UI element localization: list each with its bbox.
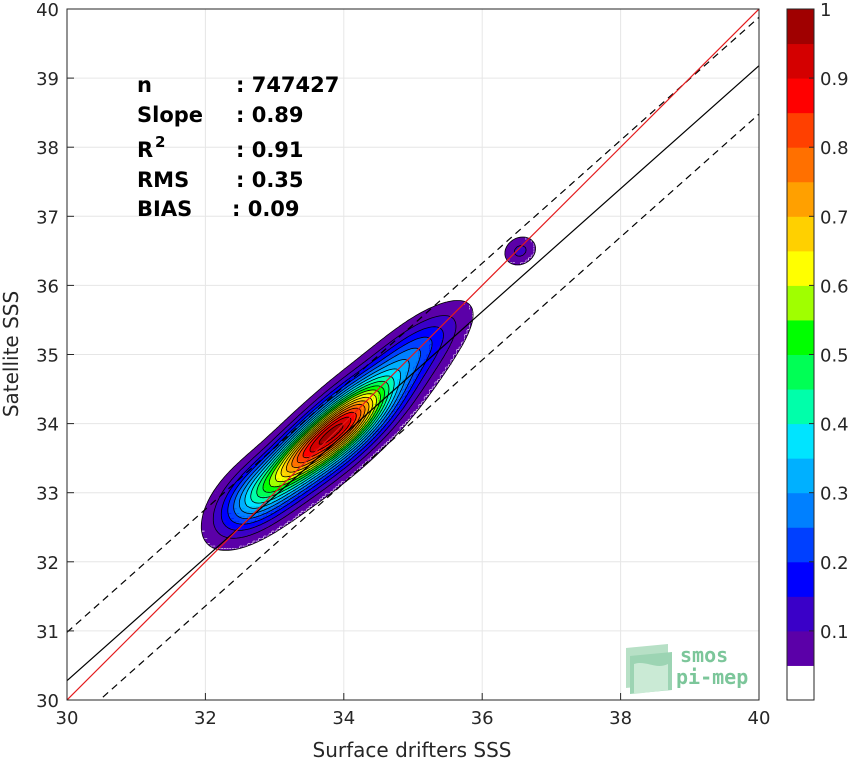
x-tick-label: 34 [332, 708, 355, 729]
colorbar-segment [787, 250, 814, 286]
colorbar-tick-label: 0.2 [820, 553, 849, 574]
colorbar-segment [787, 181, 814, 217]
stat-value: : 747427 [236, 73, 339, 97]
x-tick-label: 38 [609, 708, 632, 729]
stat-label: Slope [137, 103, 203, 127]
y-axis-ticks: 30 31 32 33 34 35 36 37 38 39 40 [36, 0, 74, 712]
contour-line-12 [275, 393, 377, 483]
contour-line-7 [244, 368, 401, 509]
colorbar [786, 8, 815, 701]
colorbar-segment [787, 423, 814, 459]
colorbar-segment [787, 389, 814, 425]
colorbar-segment [787, 147, 814, 183]
contour-line-14 [285, 400, 370, 473]
colorbar-segment [787, 630, 814, 666]
contour-line-2 [212, 245, 527, 539]
stat-value: : 0.35 [236, 168, 304, 192]
y-axis-label: Satellite SSS [0, 291, 23, 417]
stat-label: R [137, 138, 153, 162]
colorbar-tick-label: 0.1 [820, 622, 849, 643]
contour-line-6 [238, 359, 410, 514]
contour-line-8 [250, 375, 395, 504]
colorbar-segment [787, 458, 814, 494]
x-tick-label: 30 [56, 708, 79, 729]
y-tick-label: 40 [36, 0, 59, 21]
stat-label-superscript: 2 [155, 133, 165, 151]
y-tick-label: 38 [36, 138, 59, 159]
colorbar-segment [787, 285, 814, 321]
colorbar-segment [787, 527, 814, 563]
x-tick-label: 36 [471, 708, 494, 729]
colorbar-segment [787, 43, 814, 79]
colorbar-tick-label: 0.6 [820, 276, 849, 297]
x-tick-label: 32 [194, 708, 217, 729]
contour-line-18 [309, 416, 352, 453]
x-tick-label: 40 [748, 708, 771, 729]
colorbar-tick-label: 1 [820, 0, 831, 21]
fit-line [67, 65, 759, 682]
stat-label: n [137, 73, 152, 97]
colorbar-tick-label: 0.4 [820, 415, 849, 436]
y-tick-label: 35 [36, 346, 59, 367]
colorbar-tick-label: 0.5 [820, 346, 849, 367]
smos-pi-mep-logo: smos pi-mep [626, 643, 748, 694]
stat-value: : 0.09 [232, 197, 300, 221]
stat-value: : 0.89 [236, 103, 304, 127]
lower-bound-line [98, 113, 759, 700]
statistics-box: n : 747427 Slope : 0.89 R 2 : 0.91 RMS : 0.35 BIA… [137, 73, 339, 221]
colorbar-segment [787, 665, 814, 701]
colorbar-tick-label: 0.9 [820, 69, 849, 90]
logo-line-2: pi-mep [676, 665, 748, 689]
grid-lines [66, 8, 760, 701]
y-tick-label: 31 [36, 622, 59, 643]
colorbar-segment [787, 561, 814, 597]
logo-line-1: smos [680, 643, 728, 667]
y-tick-label: 32 [36, 553, 59, 574]
y-tick-label: 33 [36, 484, 59, 505]
colorbar-ticks: 0.1 0.2 0.3 0.4 0.5 0.6 0.7 0.8 0.9 1 [809, 0, 849, 643]
logo-waves-icon [626, 644, 672, 694]
upper-bound-line [67, 16, 759, 633]
colorbar-segment [787, 216, 814, 252]
identity-line [67, 9, 759, 700]
colorbar-segment [787, 492, 814, 528]
contour-line-9 [256, 380, 390, 499]
colorbar-segment [787, 78, 814, 114]
colorbar-tick-label: 0.8 [820, 138, 849, 159]
contour-line-11 [268, 389, 381, 488]
colorbar-segment [787, 596, 814, 632]
y-tick-label: 34 [36, 415, 59, 436]
y-tick-label: 30 [36, 691, 59, 712]
density-level-19 [319, 423, 344, 445]
y-tick-label: 36 [36, 276, 59, 297]
contour-line-3 [220, 326, 444, 531]
x-axis-ticks: 30 32 34 36 38 40 [56, 693, 771, 729]
contour-line-4 [227, 336, 433, 525]
colorbar-tick-label: 0.7 [820, 207, 849, 228]
colorbar-segment [787, 112, 814, 148]
contour-line-10 [262, 385, 385, 493]
stat-label: RMS [137, 168, 189, 192]
x-axis-label: Surface drifters SSS [313, 738, 512, 762]
y-tick-label: 37 [36, 207, 59, 228]
y-tick-label: 39 [36, 69, 59, 90]
regression-lines [67, 9, 759, 700]
colorbar-segment [787, 319, 814, 355]
colorbar-segment [787, 354, 814, 390]
colorbar-tick-label: 0.3 [820, 484, 849, 505]
stat-label: BIAS [137, 197, 192, 221]
colorbar-segment [787, 9, 814, 45]
stat-value: : 0.91 [236, 138, 304, 162]
contour-line-1 [200, 236, 536, 551]
